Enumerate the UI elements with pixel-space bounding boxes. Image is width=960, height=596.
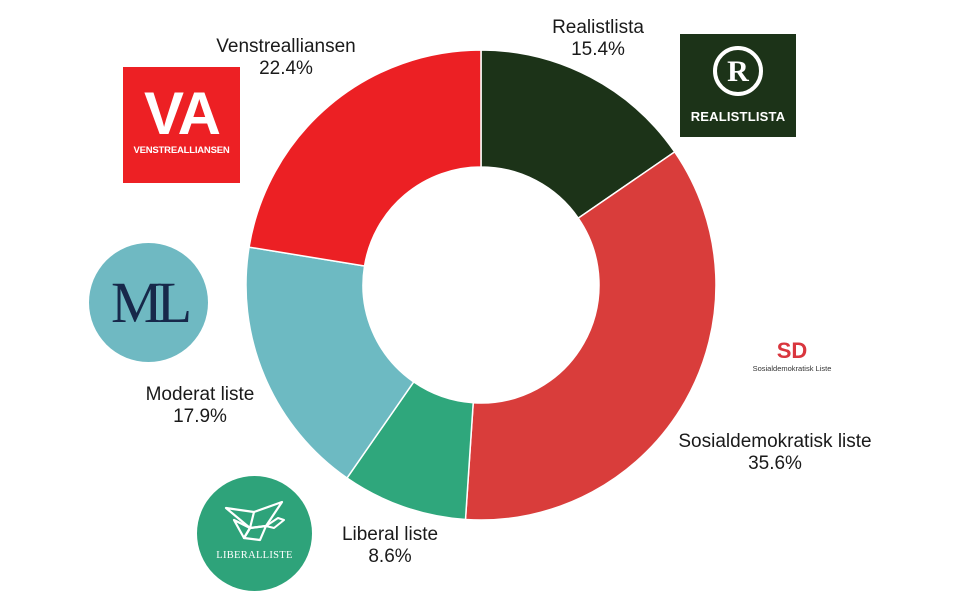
sosialdemokratisk-liste-logo: SD Sosialdemokratisk Liste <box>742 338 842 382</box>
realistlista-ring-icon: R <box>713 46 763 96</box>
slice-venstrealliansen <box>248 49 482 267</box>
slice-value-sosialdemokratisk-liste: 35.6% <box>748 453 802 474</box>
realistlista-logo-text: REALISTLISTA <box>690 109 786 124</box>
slice-value-liberal-liste: 8.6% <box>368 546 411 567</box>
slice-value-moderat-liste: 17.9% <box>173 406 227 427</box>
realistlista-logo-mark: R <box>727 55 749 88</box>
slice-moderat-liste <box>245 246 415 480</box>
liberal-logo-text: LIBERALLISTE <box>216 550 293 561</box>
bird-icon <box>224 500 285 542</box>
moderat-liste-logo: ML <box>89 243 208 362</box>
slice-label-liberal-liste: Liberal liste <box>342 524 438 545</box>
liberal-liste-logo: LIBERALLISTE <box>197 476 312 591</box>
slice-value-realistlista: 15.4% <box>571 39 625 60</box>
slice-label-moderat-liste: Moderat liste <box>146 384 255 405</box>
sd-logo-mark: SD <box>776 338 808 363</box>
va-logo-text: VENSTREALLIANSEN <box>133 145 230 156</box>
venstrealliansen-logo: VA VENSTREALLIANSEN <box>123 67 240 183</box>
realistlista-logo: R REALISTLISTA <box>680 34 796 137</box>
slice-value-venstrealliansen: 22.4% <box>259 58 313 79</box>
slice-sosialdemokratisk-liste <box>464 150 717 521</box>
sd-logo-text: Sosialdemokratisk Liste <box>752 364 832 373</box>
slice-label-sosialdemokratisk-liste: Sosialdemokratisk liste <box>678 431 871 452</box>
va-logo-mark: VA <box>144 80 221 147</box>
slice-label-realistlista: Realistlista <box>552 17 644 38</box>
moderat-logo-mark: ML <box>111 270 192 335</box>
slice-label-venstrealliansen: Venstrealliansen <box>216 36 355 57</box>
slice-realistlista <box>480 49 676 220</box>
